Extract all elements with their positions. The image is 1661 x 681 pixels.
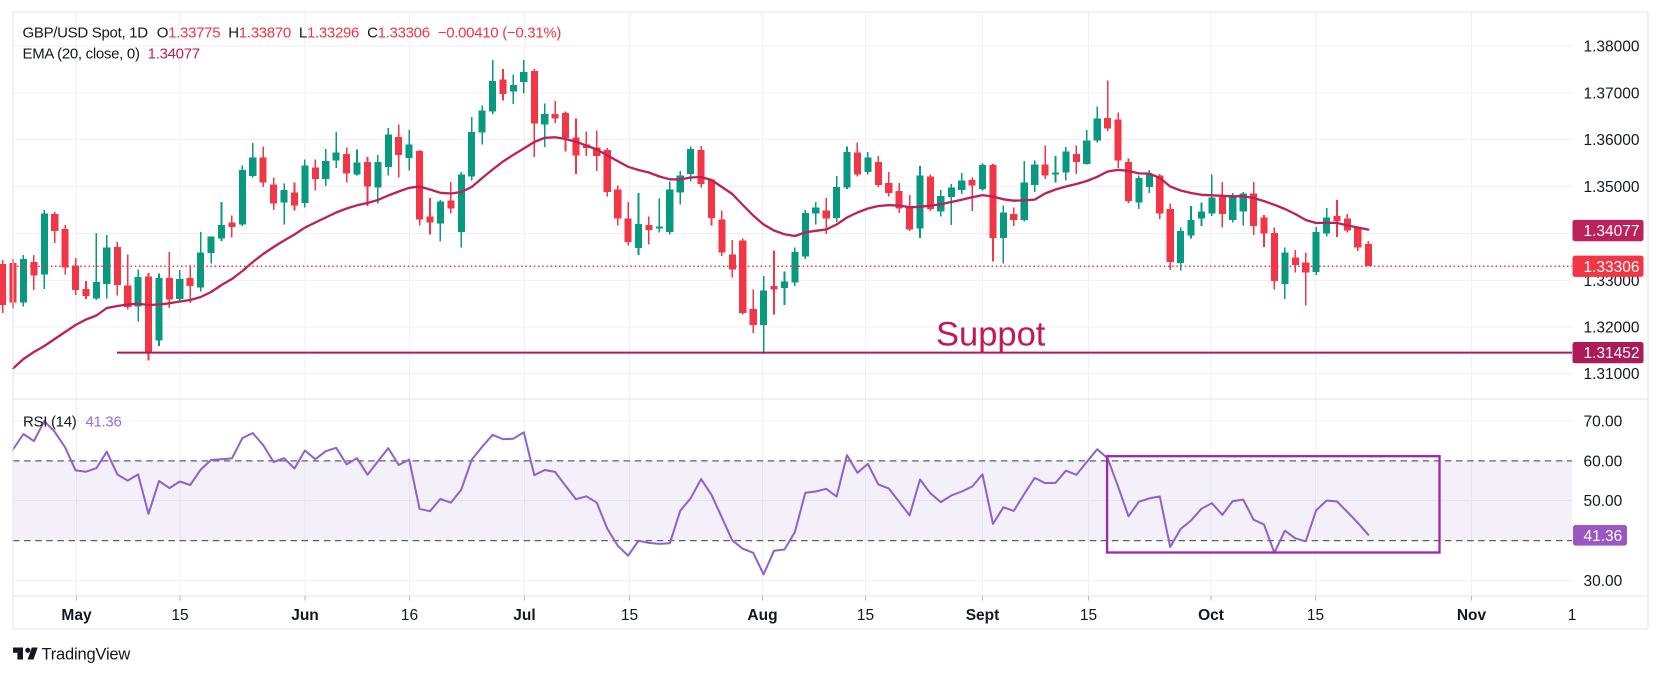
- svg-text:15: 15: [621, 607, 638, 624]
- svg-text:50.00: 50.00: [1584, 493, 1623, 510]
- svg-text:EMA (20, close, 0)1.34077: EMA (20, close, 0) 1.34077: [23, 46, 200, 63]
- svg-text:1.31000: 1.31000: [1584, 366, 1640, 383]
- svg-text:15: 15: [1080, 607, 1097, 624]
- svg-text:15: 15: [1307, 607, 1324, 624]
- svg-text:41.36: 41.36: [1584, 528, 1623, 545]
- svg-text:Aug: Aug: [747, 607, 777, 624]
- svg-text:1.35000: 1.35000: [1584, 179, 1640, 196]
- svg-text:70.00: 70.00: [1584, 414, 1623, 431]
- svg-text:1.37000: 1.37000: [1584, 85, 1640, 102]
- svg-text:30.00: 30.00: [1584, 573, 1623, 590]
- svg-text:Oct: Oct: [1198, 607, 1224, 624]
- svg-text:Sept: Sept: [966, 607, 1000, 624]
- svg-text:15: 15: [857, 607, 874, 624]
- svg-text:15: 15: [171, 607, 188, 624]
- svg-text:May: May: [61, 607, 92, 624]
- svg-text:RSI (14)41.36: RSI (14) 41.36: [23, 414, 122, 431]
- svg-text:1.31452: 1.31452: [1584, 345, 1640, 362]
- svg-text:TradingView: TradingView: [42, 646, 131, 664]
- svg-text:1.38000: 1.38000: [1584, 39, 1640, 56]
- svg-text:1.32000: 1.32000: [1584, 319, 1640, 336]
- svg-text:60.00: 60.00: [1584, 453, 1623, 470]
- svg-text:1.33306: 1.33306: [1584, 259, 1640, 276]
- svg-text:1.36000: 1.36000: [1584, 132, 1640, 149]
- svg-text:1.33000: 1.33000: [1584, 273, 1640, 290]
- svg-text:Suppot: Suppot: [936, 316, 1046, 354]
- svg-text:Jul: Jul: [513, 607, 535, 624]
- svg-text:16: 16: [401, 607, 418, 624]
- svg-text:1: 1: [1568, 607, 1577, 624]
- svg-text:Jun: Jun: [291, 607, 319, 624]
- svg-text:1.34077: 1.34077: [1584, 223, 1640, 240]
- svg-text:Nov: Nov: [1457, 607, 1487, 624]
